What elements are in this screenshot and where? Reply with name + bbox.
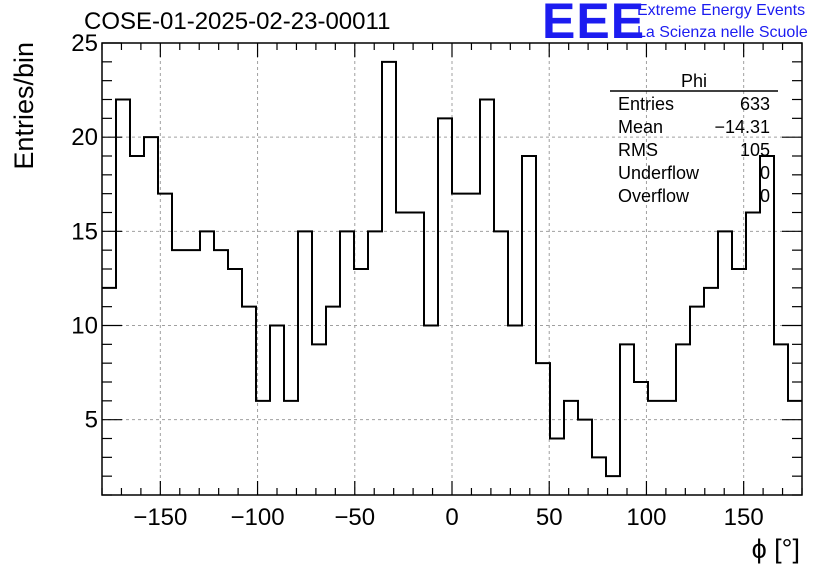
stats-value-rms: 105 [740,140,770,160]
chart-title: COSE-01-2025-02-23-00011 [84,8,391,35]
stats-label-underflow: Underflow [618,163,700,183]
x-tick-label: 0 [445,504,458,531]
histogram-series [102,60,802,478]
x-tick-label: −100 [231,504,285,531]
x-tick-label: −50 [334,504,375,531]
brand-line-1: Extreme Energy Events [637,2,806,19]
y-tick-label: 5 [85,407,98,434]
stats-label-entries: Entries [618,94,674,114]
stats-label-rms: RMS [618,140,658,160]
eee-brand: EEE Extreme Energy Events La Scienza nel… [542,0,834,46]
stats-label-overflow: Overflow [618,186,690,206]
stats-value-mean: −14.31 [714,117,770,137]
eee-logo: EEE [542,0,646,49]
y-tick-labels: 5 10 15 20 25 [71,30,98,434]
stats-box: Phi Entries 633 Mean −14.31 RMS 105 Unde… [610,71,778,206]
grid [102,42,802,495]
y-tick-label: 20 [71,124,98,151]
x-tick-label: 50 [536,504,563,531]
x-tick-label: 150 [724,504,764,531]
x-tick-labels: −150 −100 −50 0 50 100 150 [133,504,763,531]
x-tick-label: −150 [133,504,187,531]
y-axis-label: Entries/bin [9,42,39,170]
stats-value-underflow: 0 [760,163,770,183]
x-tick-label: 100 [626,504,666,531]
y-tick-label: 10 [71,313,98,340]
x-axis-label: ϕ [°] [752,534,800,564]
y-tick-label: 15 [71,218,98,245]
axis-ticks [101,42,803,496]
stats-value-entries: 633 [740,94,770,114]
stats-label-mean: Mean [618,117,663,137]
stats-value-overflow: 0 [760,186,770,206]
y-tick-label: 25 [71,30,98,57]
brand-line-2: La Scienza nelle Scuole [637,24,808,41]
stats-name: Phi [681,71,707,91]
